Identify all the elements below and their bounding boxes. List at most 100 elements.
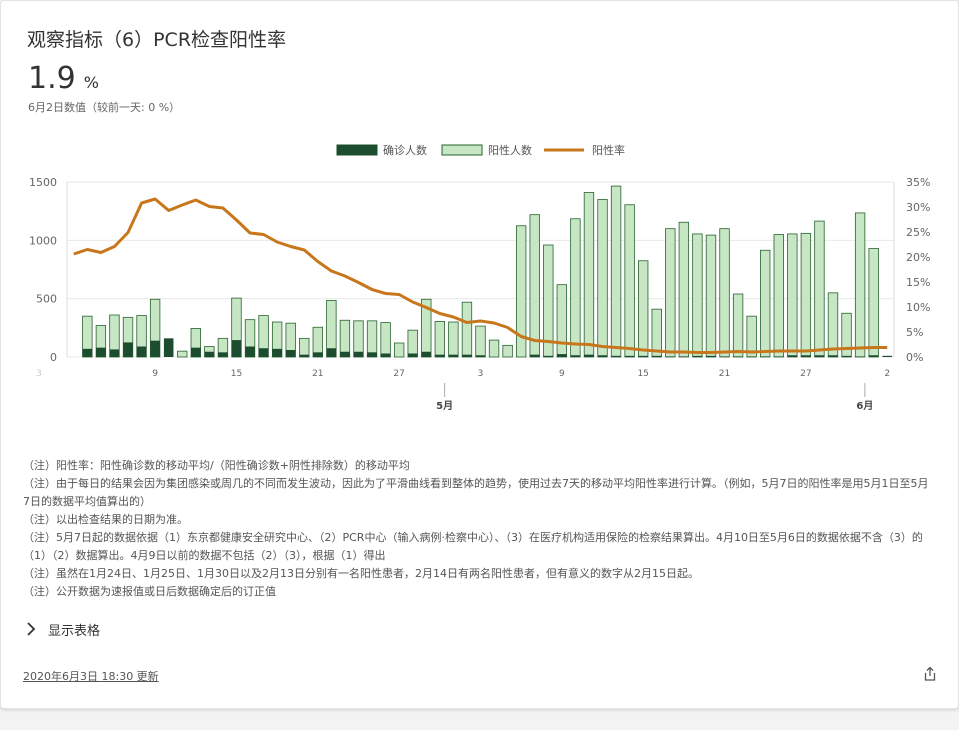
x-tick-label: 15 — [637, 369, 648, 379]
confirmed-bar — [475, 355, 486, 357]
positive-bar — [353, 320, 364, 358]
headline-subtitle: 6月2日数值（较前一天: 0 %） — [28, 101, 181, 114]
x-tick-label: 9 — [152, 369, 158, 379]
confirmed-bar — [150, 340, 160, 357]
confirmed-bar — [407, 353, 418, 357]
confirmed-bar — [367, 352, 377, 357]
confirmed-bar — [692, 355, 703, 357]
updated-timestamp-link[interactable]: 2020年6月3日 18:30 更新 — [23, 670, 159, 683]
positive-bar — [366, 320, 378, 358]
confirmed-bar — [733, 356, 743, 357]
confirmed-bar — [773, 356, 784, 357]
confirmed-bar — [421, 351, 432, 357]
positive-bar — [610, 185, 622, 358]
confirmed-bar — [82, 348, 93, 357]
y-right-tick-label: 25% — [906, 226, 930, 239]
legend-label: 阳性人数 — [488, 143, 532, 157]
confirmed-bar — [814, 355, 825, 357]
confirmed-bar — [435, 354, 445, 357]
positive-bar — [719, 228, 730, 358]
confirmed-bar — [231, 340, 242, 357]
note-item: （注）阳性率：阳性确诊数的移动平均/（阳性确诊数+阴性排除数）的移动平均 — [23, 459, 410, 472]
x-tick-label: 2 — [884, 369, 890, 379]
month-label: 5月 — [436, 400, 453, 412]
confirmed-bar — [204, 351, 215, 357]
confirmed-bar — [529, 354, 540, 357]
confirmed-bar — [285, 350, 296, 357]
confirmed-bar — [787, 355, 798, 357]
legend-label: 阳性率 — [592, 143, 625, 157]
confirmed-bar — [191, 347, 201, 357]
positive-bar — [800, 232, 812, 358]
confirmed-bar — [665, 356, 676, 357]
confirmed-bar — [218, 352, 228, 357]
note-item: （注）虽然在1月24日、1月25日、1月30日以及2月13日分别有一名阳性患者，… — [23, 567, 699, 580]
confirmed-bar — [462, 354, 472, 357]
x-tick-label: 9 — [559, 369, 565, 379]
y-left-tick-label: 500 — [36, 293, 57, 306]
y-right-tick-label: 10% — [906, 301, 930, 314]
positive-bar — [339, 319, 351, 358]
confirmed-bar — [746, 356, 757, 357]
confirmed-bar — [584, 354, 594, 357]
positive-bar — [556, 284, 568, 358]
confirmed-bar — [96, 347, 106, 357]
confirmed-bar — [258, 348, 269, 357]
confirmed-bar — [841, 355, 852, 357]
headline-unit: % — [83, 73, 99, 92]
positivity-rate-chart: 确诊人数 阳性人数 阳性率 0 500 1000 1500 0% 5% 10% 15% 20% 25% 3… — [29, 143, 930, 412]
positive-bar — [868, 248, 879, 358]
month-label: 6月 — [856, 400, 873, 412]
positive-bar — [448, 321, 459, 358]
y-right-tick-label: 0% — [906, 351, 923, 364]
confirmed-bar — [801, 355, 811, 357]
legend-label: 确诊人数 — [383, 143, 427, 157]
confirmed-bar — [543, 355, 554, 357]
positive-bar — [597, 199, 608, 358]
confirmed-bar — [109, 349, 120, 357]
positive-bar — [570, 218, 581, 358]
card-title: 观察指标（6）PCR检查阳性率 — [27, 29, 287, 51]
x-tick-label: 21 — [312, 369, 323, 379]
positive-bar — [177, 350, 188, 358]
x-tick-label: 3 — [36, 369, 42, 379]
positive-bar — [502, 344, 513, 358]
positive-bar — [529, 214, 540, 358]
note-item: （注）以出检查结果的日期为准。 — [23, 513, 188, 526]
confirmed-bar — [624, 355, 635, 357]
confirmed-bar — [340, 351, 350, 357]
confirmed-bar — [611, 355, 621, 357]
positive-bar — [692, 233, 703, 358]
note-item: （注）由于每日的结果会因为集团感染或周几的不同而发生波动，因此为了平滑曲线看到整… — [23, 477, 929, 508]
positive-bar — [393, 342, 405, 358]
positive-bar — [841, 312, 852, 358]
y-right-tick-label: 5% — [906, 326, 923, 339]
confirmed-bar — [882, 355, 892, 357]
headline-value: 1.9 — [28, 61, 76, 96]
confirmed-bar — [163, 338, 174, 357]
confirmed-bar — [638, 355, 648, 357]
show-table-toggle[interactable]: 显示表格 — [23, 619, 100, 639]
confirmed-bar — [123, 342, 133, 357]
x-tick-label: 27 — [393, 369, 404, 379]
positive-bar — [299, 337, 310, 358]
confirmed-bar — [868, 355, 879, 357]
share-icon[interactable] — [922, 666, 938, 682]
rate-line — [73, 197, 888, 354]
note-item: （注）5月7日起的数据依据（1）东京都健康安全研究中心、（2）PCR中心（输入病… — [23, 531, 923, 562]
x-tick-label: 15 — [231, 369, 242, 379]
confirmed-bar — [380, 353, 391, 357]
notes-list: （注）阳性率：阳性确诊数的移动平均/（阳性确诊数+阴性排除数）的移动平均 （注）… — [23, 457, 935, 601]
chevron-right-icon — [27, 622, 36, 636]
confirmed-bar — [719, 356, 730, 357]
y-right-tick-label: 30% — [906, 201, 930, 214]
positive-bar — [665, 228, 676, 358]
y-right-tick-label: 15% — [906, 276, 930, 289]
positive-bar — [461, 301, 473, 358]
x-tick-label: 3 — [478, 369, 484, 379]
legend-swatch — [441, 144, 483, 156]
positive-bar — [827, 292, 839, 358]
confirmed-bar — [679, 356, 689, 357]
positive-bar — [624, 204, 635, 358]
y-left-tick-label: 1000 — [29, 234, 57, 247]
